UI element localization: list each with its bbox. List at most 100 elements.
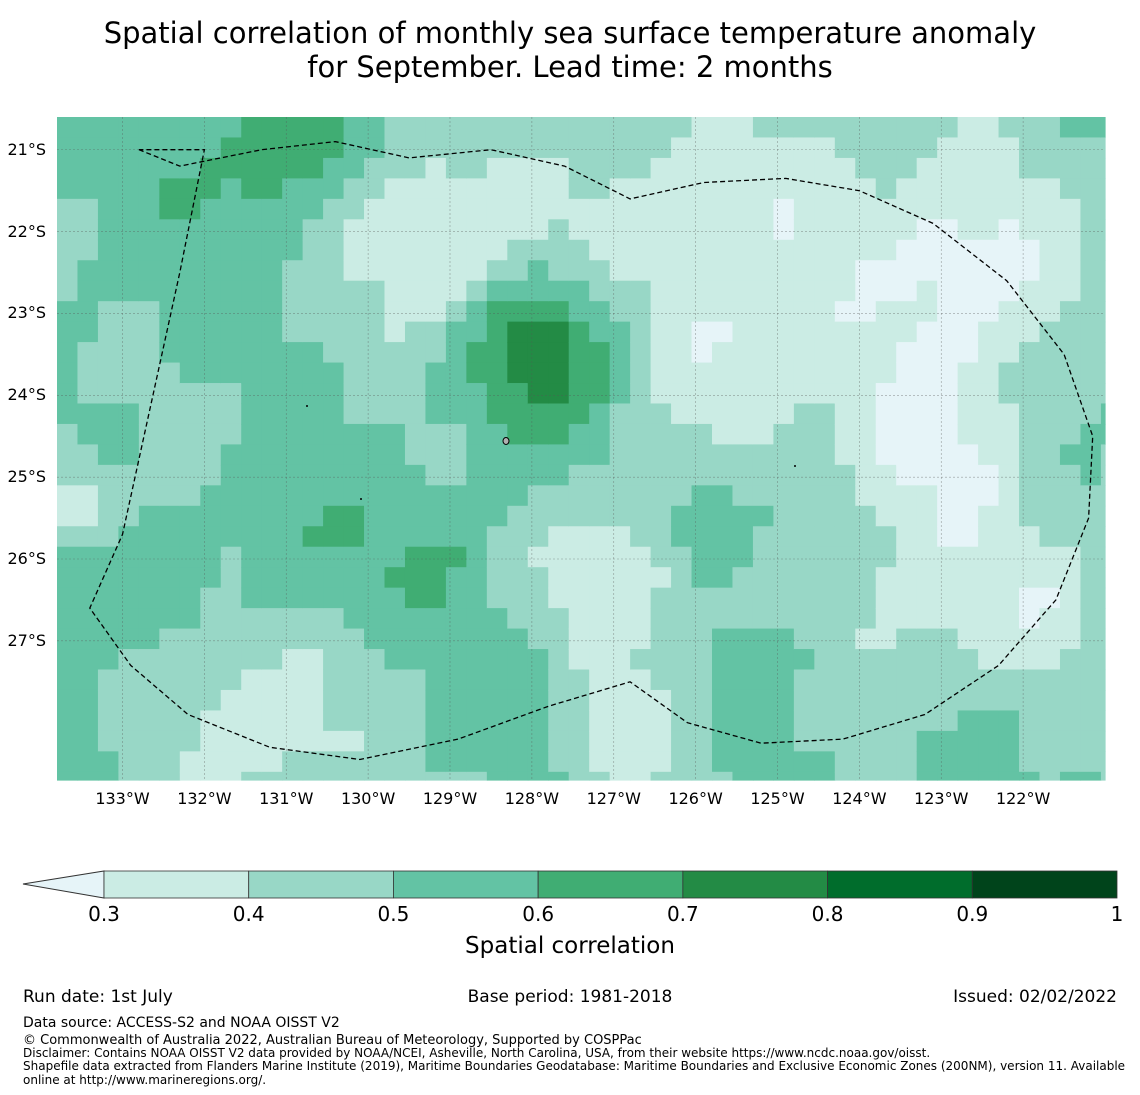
correlation-cell xyxy=(978,751,1000,773)
correlation-cell xyxy=(834,669,856,691)
longitude-label: 122°W xyxy=(995,789,1051,808)
correlation-cell xyxy=(200,219,222,241)
correlation-cell xyxy=(855,464,877,486)
correlation-cell xyxy=(671,628,693,650)
correlation-cell xyxy=(1100,362,1106,384)
correlation-cell xyxy=(568,342,590,364)
correlation-cell xyxy=(671,342,693,364)
correlation-cell xyxy=(118,198,140,220)
correlation-cell xyxy=(834,628,856,650)
island-markers xyxy=(306,405,796,500)
correlation-cell xyxy=(896,485,918,507)
correlation-cell xyxy=(77,567,99,589)
correlation-cell xyxy=(404,649,427,671)
correlation-cell xyxy=(855,669,877,691)
correlation-cell xyxy=(793,423,815,445)
correlation-cell xyxy=(384,587,406,609)
correlation-cell xyxy=(527,771,549,781)
correlation-cell xyxy=(384,526,406,548)
correlation-cell xyxy=(732,546,754,568)
correlation-cell xyxy=(671,587,693,609)
correlation-cell xyxy=(404,137,427,159)
correlation-cell xyxy=(220,301,242,323)
correlation-cell xyxy=(896,567,918,589)
correlation-cell xyxy=(384,485,406,507)
correlation-cell xyxy=(1059,423,1082,445)
correlation-cell xyxy=(179,137,201,159)
correlation-cell xyxy=(486,403,508,425)
correlation-cell xyxy=(404,280,427,302)
correlation-cell xyxy=(732,260,754,282)
correlation-cell xyxy=(138,587,160,609)
correlation-cell xyxy=(97,403,120,425)
correlation-cell xyxy=(855,342,877,364)
correlation-cell xyxy=(650,301,672,323)
correlation-cell xyxy=(712,321,734,343)
correlation-cell xyxy=(200,157,222,179)
correlation-cell xyxy=(978,464,1000,486)
correlation-cell xyxy=(978,628,1000,650)
correlation-cell xyxy=(916,526,938,548)
correlation-cell xyxy=(425,485,447,507)
correlation-cell xyxy=(773,485,795,507)
correlation-cell xyxy=(404,608,427,630)
correlation-cell xyxy=(814,178,836,200)
correlation-cell xyxy=(77,751,99,773)
correlation-cell xyxy=(712,137,734,159)
correlation-cell xyxy=(261,157,283,179)
correlation-cell xyxy=(978,178,1000,200)
correlation-cell xyxy=(97,342,120,364)
correlation-cell xyxy=(916,444,938,466)
correlation-cell xyxy=(998,423,1020,445)
correlation-cell xyxy=(138,608,160,630)
correlation-cell xyxy=(200,117,222,139)
correlation-cell xyxy=(527,526,549,548)
correlation-cell xyxy=(630,239,652,261)
correlation-cell xyxy=(466,669,488,691)
correlation-cell xyxy=(1039,178,1061,200)
correlation-cell xyxy=(466,526,488,548)
correlation-cell xyxy=(343,608,365,630)
correlation-cell xyxy=(302,710,324,732)
correlation-cell xyxy=(1059,137,1082,159)
correlation-cell xyxy=(650,178,672,200)
correlation-cell xyxy=(323,710,345,732)
graticule xyxy=(57,117,1105,780)
correlation-cell xyxy=(77,423,99,445)
colorbar-extend-arrow xyxy=(22,870,105,899)
correlation-cell xyxy=(691,137,713,159)
correlation-cell xyxy=(1080,383,1102,405)
correlation-cell xyxy=(57,239,79,261)
correlation-cell xyxy=(1019,587,1041,609)
correlation-cell xyxy=(384,771,406,781)
correlation-cell xyxy=(200,403,222,425)
correlation-cell xyxy=(364,239,386,261)
correlation-cell xyxy=(261,505,283,527)
correlation-cell xyxy=(241,383,263,405)
correlation-cell xyxy=(1019,689,1041,712)
correlation-cell xyxy=(814,608,836,630)
correlation-cell xyxy=(241,771,263,781)
correlation-cell xyxy=(834,321,856,343)
colorbar-swatch xyxy=(393,870,539,899)
correlation-cell xyxy=(896,730,918,752)
correlation-cell xyxy=(732,157,754,179)
correlation-cell xyxy=(77,505,99,527)
correlation-cell xyxy=(486,771,508,781)
correlation-cell xyxy=(1059,403,1082,425)
correlation-cell xyxy=(1059,649,1082,671)
correlation-cell xyxy=(589,710,611,732)
correlation-cell xyxy=(671,383,693,405)
correlation-cell xyxy=(937,771,959,781)
correlation-cell xyxy=(97,505,120,527)
correlation-cell xyxy=(220,383,242,405)
correlation-cell xyxy=(671,567,693,589)
correlation-cell xyxy=(466,505,488,527)
correlation-cell xyxy=(671,219,693,241)
correlation-cell xyxy=(118,239,140,261)
correlation-cell xyxy=(1019,423,1041,445)
correlation-cell xyxy=(445,689,467,712)
correlation-cell xyxy=(548,342,570,364)
correlation-cell xyxy=(589,157,611,179)
correlation-cell xyxy=(937,362,959,384)
